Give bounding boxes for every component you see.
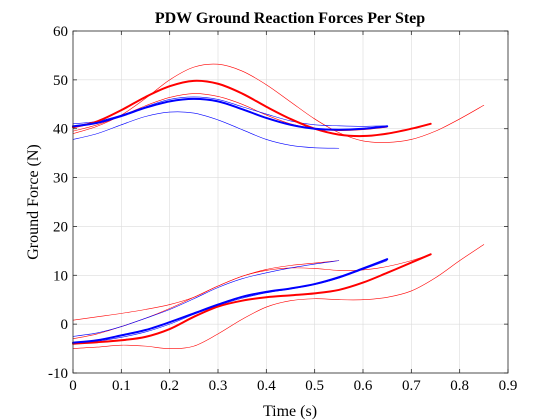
x-tick-label: 0.3	[209, 378, 228, 394]
plot-frame	[72, 30, 509, 374]
series-line-12	[72, 260, 340, 337]
series-line-1	[72, 79, 432, 138]
y-tick-label: 30	[53, 171, 68, 187]
plot-background	[73, 31, 508, 373]
y-tick-label: 0	[61, 317, 69, 333]
x-tick-label: 0.6	[354, 378, 373, 394]
y-axis-label: Ground Force (N)	[25, 144, 42, 260]
chart-title: PDW Ground Reaction Forces Per Step	[155, 10, 425, 27]
ticks: 0 0.1 0.2 0.3 0.4 0.5 0.6 0.7 0.8 0.9-10010203040…	[48, 24, 517, 394]
y-tick-label: 40	[53, 122, 68, 138]
x-tick-label: 0	[69, 378, 77, 394]
x-tick-label: 0.8	[450, 378, 469, 394]
series-line-7	[72, 253, 432, 345]
series-line-10	[72, 253, 431, 321]
series-line-2	[72, 97, 389, 131]
series-line-9	[72, 244, 485, 349]
y-tick-label: 50	[53, 73, 68, 89]
x-tick-label: 0.7	[402, 378, 421, 394]
series-group	[72, 63, 485, 349]
x-tick-label: 0.5	[305, 378, 324, 394]
series-line-3	[72, 63, 485, 143]
x-axis-label: Time (s)	[263, 403, 317, 420]
series-line-8	[72, 258, 389, 344]
x-tick-label: 0.1	[112, 378, 131, 394]
x-tick-label: 0.2	[160, 378, 179, 394]
y-tick-label: 60	[53, 24, 68, 40]
y-tick-label: -10	[48, 366, 68, 382]
x-tick-label: 0.4	[257, 378, 276, 394]
series-line-5	[72, 111, 340, 149]
y-tick-label: 10	[53, 268, 68, 284]
x-tick-label: 0.9	[499, 378, 518, 394]
y-tick-label: 20	[53, 219, 68, 235]
